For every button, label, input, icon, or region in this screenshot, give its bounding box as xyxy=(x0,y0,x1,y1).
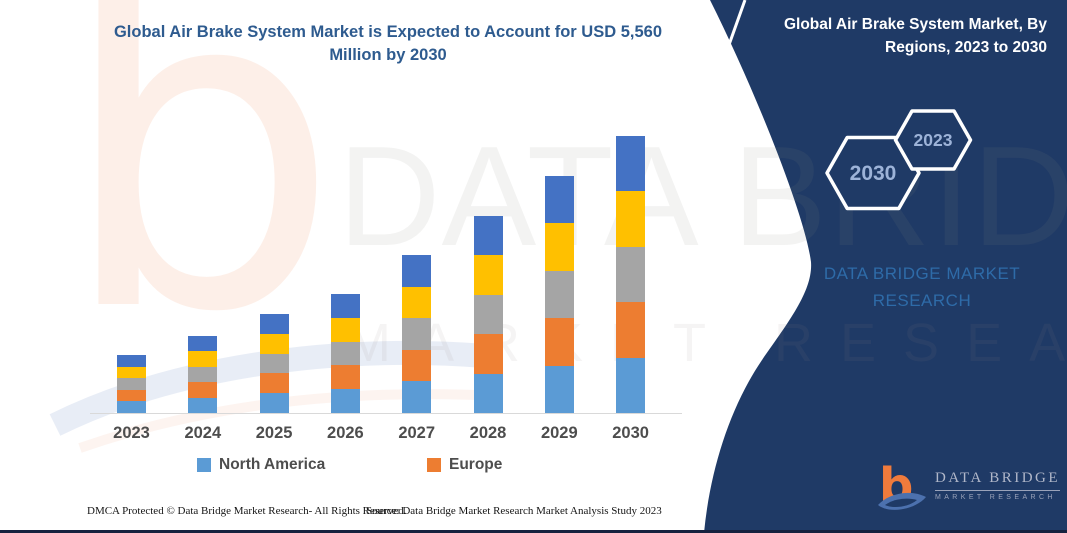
bar-2028 xyxy=(473,216,503,413)
brand-name-text: DATA BRIDGE MARKET RESEARCH xyxy=(823,264,1021,310)
bar-segment xyxy=(117,366,146,379)
legend-label-north-america: North America xyxy=(219,456,326,473)
legend-item-europe: Europe xyxy=(427,456,502,474)
bar-segment xyxy=(402,318,432,350)
bar-segment xyxy=(188,397,218,413)
bar-segment xyxy=(544,365,574,413)
hexagon-2023-label: 2023 xyxy=(914,130,953,150)
bar-segment xyxy=(188,351,218,367)
bar-segment xyxy=(616,302,646,358)
bar-segment xyxy=(330,389,360,413)
hexagon-2030-icon xyxy=(825,135,921,211)
dmca-notice: DMCA Protected © Data Bridge Market Rese… xyxy=(87,505,407,517)
bar-segment xyxy=(616,136,646,192)
bar-segment xyxy=(473,294,503,335)
year-hexagons: 2030 2023 xyxy=(825,109,973,211)
bar-segment xyxy=(117,378,146,390)
bar-segment xyxy=(117,401,146,413)
databridge-logo-b-icon: b xyxy=(878,458,926,514)
x-axis-labels: 2023 2024 2025 2026 2027 2028 2029 2030 xyxy=(90,424,682,448)
panel-title: Global Air Brake System Market, By Regio… xyxy=(783,16,1047,56)
bar-segment xyxy=(259,393,289,413)
bar-segment xyxy=(259,353,289,374)
bar-2026 xyxy=(330,294,360,413)
bar-segment xyxy=(259,333,289,354)
bar-segment xyxy=(402,286,432,319)
bar-segment xyxy=(402,255,432,287)
bar-segment xyxy=(330,317,360,342)
hexagon-2030-label: 2030 xyxy=(850,162,897,185)
bar-2024 xyxy=(188,336,218,413)
chart-title: Global Air Brake System Market is Expect… xyxy=(113,23,663,64)
bar-segment xyxy=(473,255,503,295)
x-axis-label-2028: 2028 xyxy=(469,424,507,442)
bottom-border xyxy=(0,530,1067,533)
bar-segment xyxy=(544,270,574,319)
bar-segment xyxy=(330,365,360,390)
stacked-bar-chart xyxy=(90,120,682,413)
bar-segment xyxy=(259,314,289,334)
bar-2025 xyxy=(259,314,289,413)
legend-swatch-europe-icon xyxy=(427,458,441,472)
x-axis-label-2025: 2025 xyxy=(255,424,293,442)
bar-segment xyxy=(402,381,432,413)
bar-2030 xyxy=(616,136,646,413)
x-axis-label-2023: 2023 xyxy=(113,424,150,442)
bar-segment xyxy=(117,355,146,367)
x-axis-line xyxy=(90,413,682,414)
panel-fold-line xyxy=(718,0,747,71)
logo-subtitle-text: MARKET RESEARCH xyxy=(935,494,1056,501)
bar-segment xyxy=(473,334,503,374)
bar-segment xyxy=(473,216,503,256)
bar-segment xyxy=(330,294,360,318)
bar-segment xyxy=(259,373,289,394)
x-axis-label-2029: 2029 xyxy=(540,424,578,442)
hexagon-2023-icon xyxy=(893,109,973,171)
bar-segment xyxy=(616,246,646,303)
bar-segment xyxy=(544,223,574,271)
x-axis-label-2026: 2026 xyxy=(327,424,364,442)
x-axis-label-2027: 2027 xyxy=(398,424,436,442)
databridge-logo: b DATA BRIDGE MARKET RESEARCH xyxy=(877,458,1061,516)
bar-segment xyxy=(544,176,574,224)
bar-2027 xyxy=(402,255,432,413)
legend-label-europe: Europe xyxy=(449,456,503,473)
bar-segment xyxy=(188,382,218,398)
bar-segment xyxy=(188,336,218,352)
bar-segment xyxy=(616,191,646,247)
bar-2023 xyxy=(117,355,146,413)
bar-segment xyxy=(188,366,218,383)
logo-name-text: DATA BRIDGE xyxy=(935,470,1061,491)
bar-segment xyxy=(473,373,503,413)
source-note: Source: Data Bridge Market Research Mark… xyxy=(366,505,662,517)
legend-swatch-north-america-icon xyxy=(197,458,211,472)
bar-segment xyxy=(117,389,146,402)
bar-segment xyxy=(330,341,360,366)
bar-segment xyxy=(544,318,574,366)
bar-segment xyxy=(402,349,432,382)
x-axis-label-2024: 2024 xyxy=(184,424,222,442)
bar-2029 xyxy=(544,176,574,413)
legend-item-north-america: North America xyxy=(197,456,325,474)
x-axis-label-2030: 2030 xyxy=(612,424,649,442)
bar-segment xyxy=(616,357,646,413)
